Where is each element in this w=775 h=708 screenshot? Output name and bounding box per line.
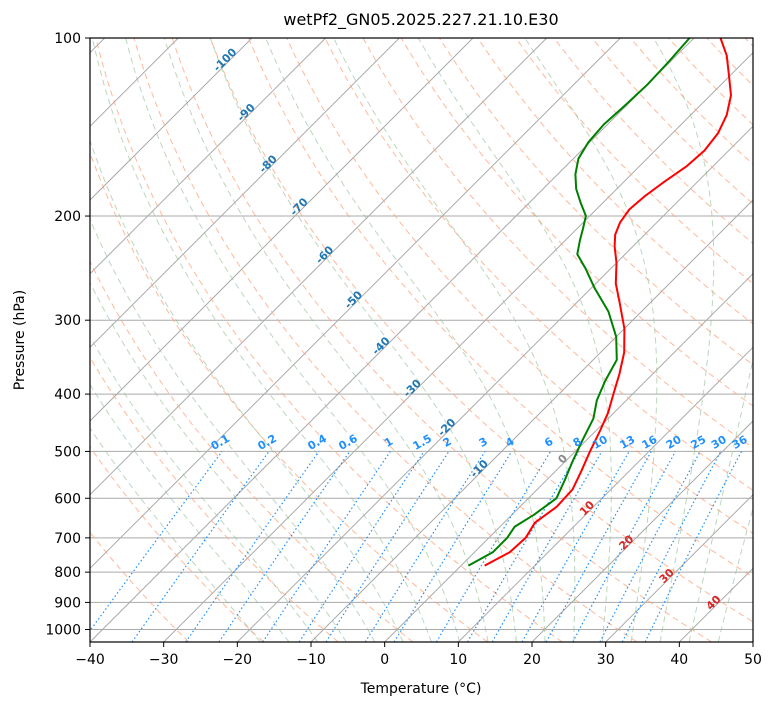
y-tick-label: 700 bbox=[54, 531, 81, 547]
axes: −40 −30 −20 −10 0 10 20 30 40 50 100 200 300 400 500 60… bbox=[45, 31, 762, 668]
isotherm-line bbox=[457, 346, 753, 642]
dry-adiabat-line bbox=[324, 38, 753, 491]
profile-lines bbox=[467, 38, 732, 567]
moist-adiabat-line bbox=[524, 38, 658, 642]
moist-adiabat-line bbox=[90, 218, 376, 642]
moist-adiabat-line bbox=[90, 335, 319, 642]
temperature-profile-line bbox=[484, 38, 732, 567]
mixing-ratio-line bbox=[218, 451, 351, 642]
isotherm-line bbox=[90, 38, 253, 201]
isotherm-line bbox=[90, 38, 327, 275]
isotherm-line bbox=[236, 125, 753, 642]
chart-title: wetPf2_GN05.2025.227.21.10.E30 bbox=[283, 10, 558, 30]
moist-adiabat-line bbox=[163, 38, 489, 642]
dry-adiabat-line bbox=[209, 38, 753, 623]
x-tick-label: −20 bbox=[223, 652, 253, 668]
x-tick-label: 50 bbox=[744, 652, 762, 668]
dry-adiabat-line bbox=[286, 38, 753, 535]
y-tick-label: 800 bbox=[54, 565, 81, 581]
moist-adiabat-line bbox=[125, 38, 461, 642]
y-tick-label: 500 bbox=[54, 444, 81, 460]
y-tick-label: 200 bbox=[54, 209, 81, 225]
mixing-ratio-line bbox=[262, 451, 391, 642]
x-tick-label: −40 bbox=[75, 652, 105, 668]
isotherm-line bbox=[605, 493, 753, 642]
dry-adiabat-line bbox=[90, 260, 414, 642]
moist-adiabat-line bbox=[90, 281, 347, 642]
y-tick-label: 1000 bbox=[45, 623, 81, 639]
y-tick-label: 300 bbox=[54, 313, 81, 329]
x-tick-label: 40 bbox=[670, 652, 688, 668]
isotherm-line bbox=[90, 38, 474, 422]
mixing-ratio-line bbox=[644, 451, 743, 642]
isotherm-line bbox=[90, 38, 695, 642]
isotherm-line bbox=[310, 199, 753, 642]
moist-adiabat-line bbox=[688, 356, 753, 642]
y-axis-title: Pressure (hPa) bbox=[12, 290, 28, 390]
dry-adiabat-line bbox=[248, 38, 753, 578]
mixing-ratio-line bbox=[298, 451, 425, 642]
mixing-ratio-line bbox=[545, 451, 652, 642]
mixing-ratio-line bbox=[621, 451, 722, 642]
moist-adiabat-line bbox=[417, 38, 612, 642]
isotherm-line bbox=[90, 38, 548, 496]
y-tick-label: 900 bbox=[54, 595, 81, 611]
x-tick-label: 30 bbox=[597, 652, 615, 668]
mixing-ratio-line bbox=[131, 451, 270, 642]
moist-adiabat-line bbox=[90, 383, 290, 642]
dry-adiabat-line bbox=[90, 356, 339, 642]
mixing-ratio-line bbox=[572, 451, 677, 642]
isotherm-line bbox=[384, 272, 753, 642]
moist-adiabat-line bbox=[91, 38, 432, 642]
moist-adiabat-line bbox=[90, 427, 261, 642]
mixing-ratio-line bbox=[325, 451, 450, 642]
x-tick-label: 10 bbox=[449, 652, 467, 668]
moist-adiabat-line bbox=[653, 38, 715, 642]
isotherm-line bbox=[163, 51, 753, 642]
moist-adiabat-line bbox=[333, 38, 576, 642]
moist-adiabat-line bbox=[265, 38, 546, 642]
moist-adiabat-line bbox=[717, 506, 753, 642]
dry-adiabat-line bbox=[171, 38, 712, 642]
isotherm-line bbox=[90, 38, 621, 570]
mixing-ratio-line bbox=[393, 451, 513, 642]
dry-adiabat-line bbox=[515, 38, 753, 285]
moist-adiabat-line bbox=[90, 139, 404, 642]
plot-frame bbox=[89, 37, 754, 643]
x-tick-label: 20 bbox=[523, 652, 541, 668]
dry-adiabat-line bbox=[133, 38, 638, 642]
mixing-ratio-line bbox=[185, 451, 320, 642]
background-lines bbox=[90, 38, 753, 642]
x-tick-label: 0 bbox=[380, 652, 389, 668]
isotherm-line bbox=[531, 420, 753, 642]
x-axis-title: Temperature (°C) bbox=[360, 681, 482, 697]
mixing-ratio-line bbox=[90, 451, 223, 632]
mixing-ratio-line bbox=[521, 451, 630, 642]
x-tick-label: −10 bbox=[296, 652, 326, 668]
x-tick-label: −30 bbox=[149, 652, 179, 668]
moist-adiabat-line bbox=[209, 38, 517, 642]
dewpoint-profile-line bbox=[467, 38, 691, 567]
dry-adiabat-line bbox=[90, 445, 264, 642]
dry-adiabat-line bbox=[95, 38, 563, 642]
y-tick-label: 100 bbox=[54, 31, 81, 47]
y-tick-label: 600 bbox=[54, 491, 81, 507]
y-tick-label: 400 bbox=[54, 387, 81, 403]
